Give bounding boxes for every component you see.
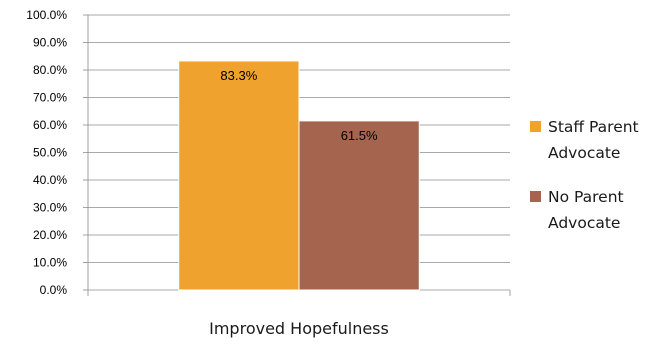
bar-no-parent-advocate: [298, 120, 420, 291]
y-tick-label: 40.0%: [33, 173, 67, 187]
y-tick-label: 80.0%: [33, 63, 67, 77]
legend-label: No Parent: [548, 188, 624, 206]
data-label: 83.3%: [220, 68, 257, 83]
legend-label: Advocate: [548, 214, 620, 232]
category-label: Improved Hopefulness: [209, 319, 389, 338]
y-tick-label: 70.0%: [33, 91, 67, 105]
legend-label: Staff Parent: [548, 118, 639, 136]
legend-label: Advocate: [548, 144, 620, 162]
category-labels: Improved Hopefulness: [209, 319, 389, 338]
axes: [83, 14, 511, 296]
y-tick-label: 90.0%: [33, 36, 67, 50]
data-labels: 83.3% 61.5%: [220, 68, 378, 143]
y-tick-label: 100.0%: [26, 8, 67, 22]
data-label: 61.5%: [341, 128, 378, 143]
y-tick-label: 20.0%: [33, 228, 67, 242]
y-tick-label: 10.0%: [33, 256, 67, 270]
legend-swatch: [530, 121, 541, 132]
legend: Staff Parent Advocate No Parent Advocate: [530, 118, 639, 232]
y-tick-label: 30.0%: [33, 201, 67, 215]
bars: [178, 60, 420, 291]
y-tick-label: 0.0%: [40, 283, 68, 297]
legend-swatch: [530, 191, 541, 202]
y-axis-tick-labels: 0.0% 10.0% 20.0% 30.0% 40.0% 50.0% 60.0% 70.0% 8…: [26, 8, 67, 297]
bar-staff-parent-advocate: [178, 60, 300, 291]
y-tick-label: 60.0%: [33, 118, 67, 132]
y-tick-label: 50.0%: [33, 146, 67, 160]
